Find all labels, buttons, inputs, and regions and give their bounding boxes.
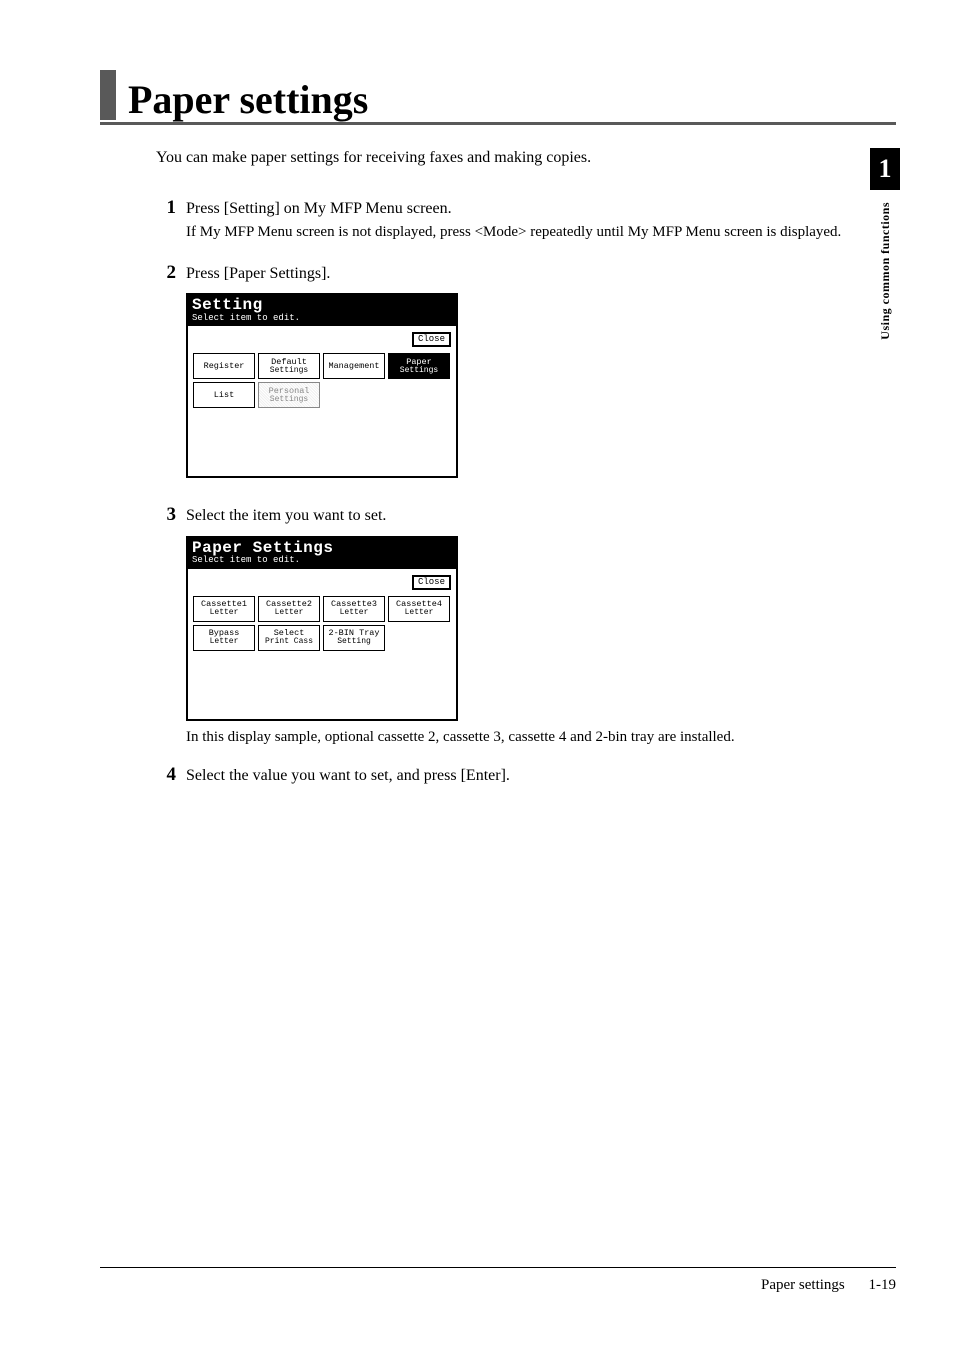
step-instruction: Press [Paper Settings]. — [186, 262, 896, 285]
lcd-subtitle: Select item to edit. — [192, 556, 452, 565]
step-number: 1 — [156, 197, 186, 244]
cassette2-button[interactable]: Cassette2Letter — [258, 596, 320, 622]
chapter-number: 1 — [870, 148, 900, 190]
bypass-button[interactable]: BypassLetter — [193, 625, 255, 651]
management-button[interactable]: Management — [323, 353, 385, 379]
step-1: 1 Press [Setting] on My MFP Menu screen.… — [156, 197, 896, 244]
step-number: 2 — [156, 262, 186, 486]
footer-page-number: 1-19 — [869, 1277, 897, 1293]
lcd-title: Paper Settings — [192, 540, 452, 557]
intro-text: You can make paper settings for receivin… — [156, 149, 896, 167]
title-accent-bar — [100, 70, 116, 120]
lcd-paper-settings-screen: Paper Settings Select item to edit. Clos… — [186, 536, 458, 721]
step-note: In this display sample, optional cassett… — [186, 729, 896, 746]
step-number: 3 — [156, 504, 186, 745]
default-settings-button[interactable]: DefaultSettings — [258, 353, 320, 379]
personal-settings-button: PersonalSettings — [258, 382, 320, 408]
cassette4-button[interactable]: Cassette4Letter — [388, 596, 450, 622]
step-2: 2 Press [Paper Settings]. Setting Select… — [156, 262, 896, 486]
close-button[interactable]: Close — [412, 332, 451, 347]
lcd-subtitle: Select item to edit. — [192, 314, 452, 323]
step-instruction: Press [Setting] on My MFP Menu screen. — [186, 197, 896, 220]
select-print-cass-button[interactable]: SelectPrint Cass — [258, 625, 320, 651]
paper-settings-button[interactable]: PaperSettings — [388, 353, 450, 379]
lcd-body: Close Register DefaultSettings Managemen… — [188, 326, 456, 476]
title-underline — [100, 122, 896, 125]
lcd-setting-screen: Setting Select item to edit. Close Regis… — [186, 293, 458, 478]
cassette3-button[interactable]: Cassette3Letter — [323, 596, 385, 622]
step-instruction: Select the value you want to set, and pr… — [186, 764, 896, 787]
two-bin-tray-button[interactable]: 2-BIN TraySetting — [323, 625, 385, 651]
cassette1-button[interactable]: Cassette1Letter — [193, 596, 255, 622]
page-title-block: Paper settings — [100, 70, 896, 125]
step-number: 4 — [156, 764, 186, 787]
step-note: If My MFP Menu screen is not displayed, … — [186, 222, 896, 244]
lcd-title: Setting — [192, 297, 452, 314]
step-instruction: Select the item you want to set. — [186, 504, 896, 527]
register-button[interactable]: Register — [193, 353, 255, 379]
close-button[interactable]: Close — [412, 575, 451, 590]
list-button[interactable]: List — [193, 382, 255, 408]
step-3: 3 Select the item you want to set. Paper… — [156, 504, 896, 745]
page-title: Paper settings — [120, 80, 368, 120]
chapter-label: Using common functions — [878, 202, 893, 340]
side-chapter-tab: 1 Using common functions — [870, 148, 900, 340]
footer-rule — [100, 1267, 896, 1268]
page-footer: Paper settings 1-19 — [761, 1277, 896, 1294]
lcd-header: Setting Select item to edit. — [188, 295, 456, 326]
lcd-body: Close Cassette1Letter Cassette2Letter Ca… — [188, 569, 456, 719]
lcd-header: Paper Settings Select item to edit. — [188, 538, 456, 569]
steps-list: 1 Press [Setting] on My MFP Menu screen.… — [156, 197, 896, 787]
footer-section-label: Paper settings — [761, 1277, 845, 1293]
step-4: 4 Select the value you want to set, and … — [156, 764, 896, 787]
